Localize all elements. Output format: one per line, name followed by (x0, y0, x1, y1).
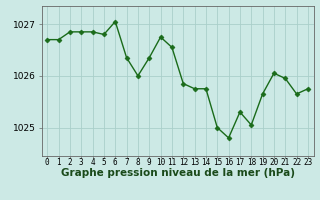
X-axis label: Graphe pression niveau de la mer (hPa): Graphe pression niveau de la mer (hPa) (60, 168, 295, 178)
